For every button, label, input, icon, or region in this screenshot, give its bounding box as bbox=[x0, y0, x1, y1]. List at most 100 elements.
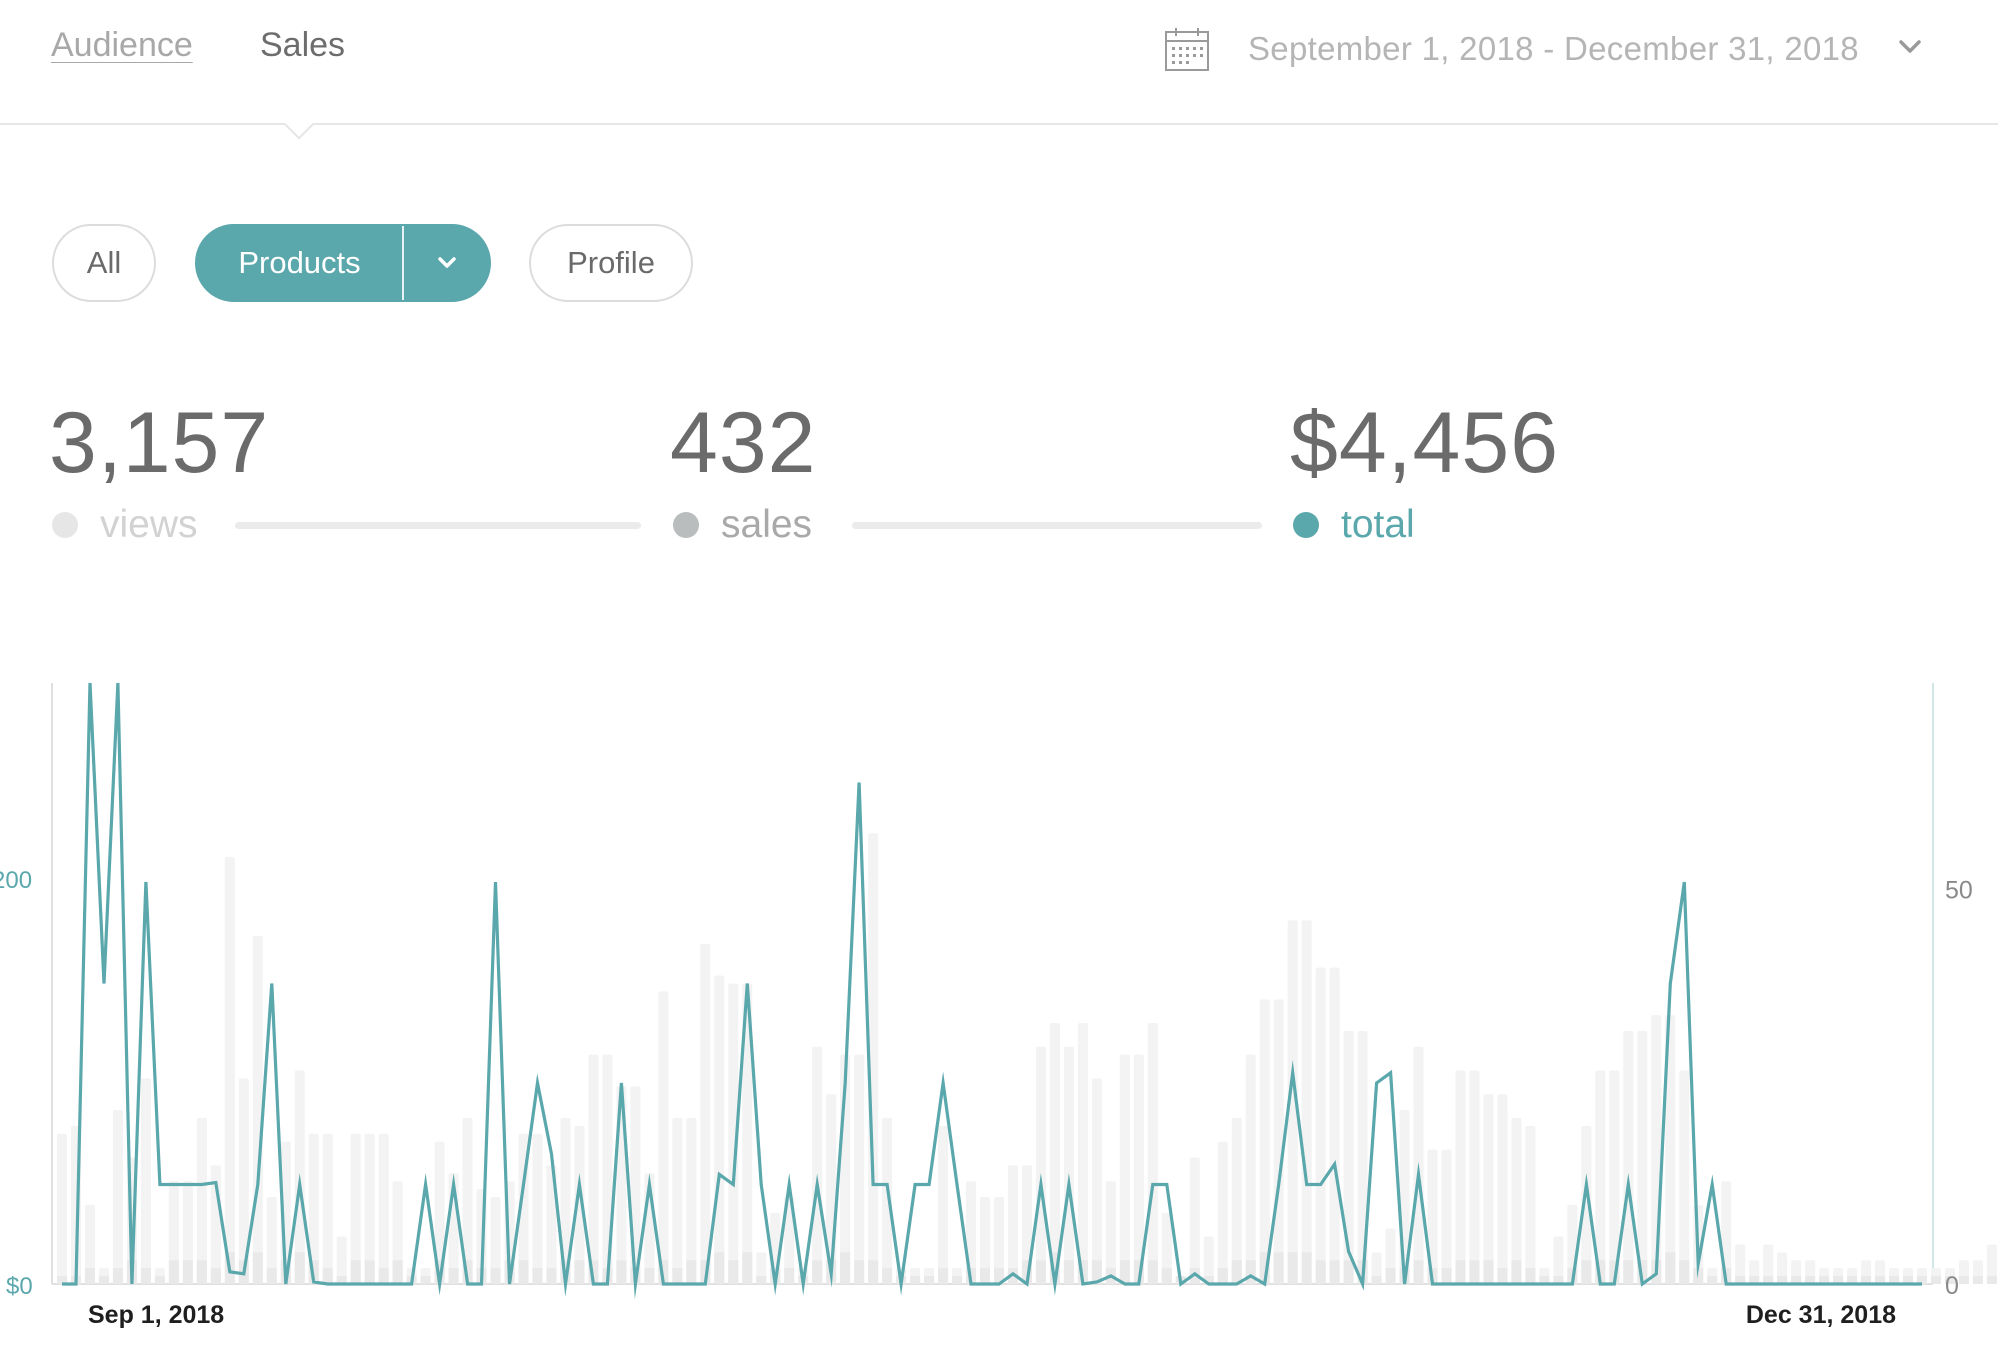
tab-audience[interactable]: Audience bbox=[51, 26, 193, 64]
views-bar bbox=[742, 983, 753, 1284]
views-bar bbox=[364, 1133, 375, 1284]
sales-bar bbox=[1539, 1276, 1550, 1284]
sales-bar bbox=[1301, 1252, 1312, 1284]
views-bar bbox=[532, 1133, 543, 1284]
sales-bar bbox=[462, 1260, 473, 1284]
sales-bar bbox=[364, 1260, 375, 1284]
sales-bar bbox=[1679, 1260, 1690, 1284]
sales-bar bbox=[1637, 1260, 1648, 1284]
sales-bar bbox=[210, 1268, 221, 1284]
sales-bar bbox=[378, 1268, 389, 1284]
sales-bar bbox=[322, 1268, 333, 1284]
views-bar bbox=[1063, 1046, 1074, 1284]
sales-bar bbox=[1777, 1276, 1788, 1284]
sales-bar bbox=[993, 1268, 1005, 1284]
views-bar bbox=[1245, 1054, 1256, 1284]
sales-count: 432 bbox=[670, 395, 817, 491]
views-bar bbox=[1665, 1015, 1676, 1284]
legend-sales[interactable]: sales bbox=[673, 500, 812, 550]
views-bar bbox=[392, 1181, 403, 1284]
filter-all-button[interactable]: All bbox=[52, 224, 156, 302]
sales-bar bbox=[1413, 1260, 1424, 1284]
filter-products-button[interactable]: Products bbox=[195, 224, 491, 302]
sales-bar bbox=[1525, 1268, 1536, 1284]
sales-bar bbox=[854, 1260, 865, 1284]
views-bar bbox=[1231, 1117, 1242, 1284]
sales-bar bbox=[1791, 1276, 1802, 1284]
views-bar bbox=[1595, 1070, 1606, 1284]
views-bar bbox=[1511, 1117, 1522, 1284]
views-bar bbox=[378, 1133, 389, 1284]
views-bar bbox=[252, 936, 263, 1284]
views-bar bbox=[1609, 1070, 1620, 1284]
views-bar bbox=[224, 856, 235, 1284]
sales-bar bbox=[812, 1260, 823, 1284]
calendar-icon bbox=[1165, 28, 1209, 71]
sales-bar bbox=[1665, 1252, 1676, 1284]
sales-bar bbox=[1217, 1268, 1228, 1284]
legend-total-label: total bbox=[1341, 503, 1415, 546]
sales-bar bbox=[392, 1260, 403, 1284]
sales-bar bbox=[1483, 1260, 1494, 1284]
views-bar bbox=[336, 1236, 347, 1284]
sales-bar bbox=[294, 1252, 305, 1284]
views-bar bbox=[812, 1046, 823, 1284]
legend-views[interactable]: views bbox=[52, 500, 198, 550]
views-bar bbox=[1315, 967, 1326, 1284]
sales-bar bbox=[1455, 1260, 1466, 1284]
sales-bar bbox=[1553, 1276, 1564, 1284]
views-bar bbox=[1217, 1141, 1228, 1284]
legend-total[interactable]: total bbox=[1293, 500, 1415, 550]
sales-bar bbox=[1861, 1276, 1872, 1284]
tab-sales[interactable]: Sales bbox=[260, 26, 346, 64]
sales-bar bbox=[1944, 1276, 1956, 1284]
sales-dot bbox=[673, 512, 699, 538]
views-bar bbox=[1021, 1165, 1032, 1284]
views-progress-track bbox=[235, 522, 641, 529]
sales-bar bbox=[1063, 1260, 1074, 1284]
views-bar bbox=[714, 975, 725, 1284]
views-bar bbox=[168, 1181, 179, 1284]
views-bar bbox=[882, 1117, 893, 1284]
sales-bar bbox=[714, 1252, 725, 1284]
sales-bar bbox=[1035, 1260, 1046, 1284]
sales-bar bbox=[588, 1260, 599, 1284]
top-nav: Audience Sales September 1, 2018 - Decem… bbox=[0, 0, 1998, 125]
sales-bar bbox=[1930, 1276, 1942, 1284]
sales-bar bbox=[1609, 1260, 1620, 1284]
date-range-picker[interactable]: September 1, 2018 - December 31, 2018 bbox=[1164, 24, 1859, 74]
views-bar bbox=[462, 1117, 473, 1284]
sales-bar bbox=[182, 1260, 193, 1284]
views-bar bbox=[1259, 999, 1270, 1284]
views-bar bbox=[1147, 1023, 1158, 1284]
sales-bar bbox=[154, 1276, 165, 1284]
sales-bar bbox=[1511, 1260, 1522, 1284]
views-bar bbox=[1553, 1236, 1564, 1284]
filter-profile-button[interactable]: Profile bbox=[529, 224, 693, 302]
filter-products-label[interactable]: Products bbox=[238, 245, 361, 280]
views-bar bbox=[993, 1197, 1005, 1284]
sales-bar bbox=[616, 1260, 627, 1284]
sales-chart: $0 200 0 50 Sep 1, 2018 Dec 31, 2018 bbox=[0, 682, 1997, 1329]
sales-bar bbox=[979, 1268, 991, 1284]
chevron-down-icon[interactable] bbox=[1893, 30, 1927, 64]
sales-bar bbox=[1203, 1276, 1214, 1284]
views-bar bbox=[574, 1125, 585, 1284]
products-dropdown-toggle[interactable] bbox=[404, 226, 489, 300]
sales-bar bbox=[112, 1268, 123, 1284]
views-bar bbox=[1581, 1125, 1592, 1284]
sales-bar bbox=[1147, 1260, 1158, 1284]
views-bar bbox=[238, 1078, 249, 1284]
views-bar bbox=[1986, 1244, 1997, 1284]
sales-bar bbox=[1735, 1276, 1746, 1284]
x-axis-end-label: Dec 31, 2018 bbox=[1746, 1301, 1896, 1329]
sales-bar bbox=[686, 1260, 697, 1284]
views-bar bbox=[1343, 1030, 1354, 1284]
left-axis-tick-label: 200 bbox=[0, 867, 32, 894]
sales-bar bbox=[1007, 1268, 1019, 1284]
sales-bar bbox=[658, 1260, 669, 1284]
sales-bar bbox=[1763, 1276, 1774, 1284]
views-bar bbox=[560, 1117, 571, 1284]
sales-progress-track bbox=[852, 522, 1262, 529]
sales-bar bbox=[1623, 1260, 1634, 1284]
